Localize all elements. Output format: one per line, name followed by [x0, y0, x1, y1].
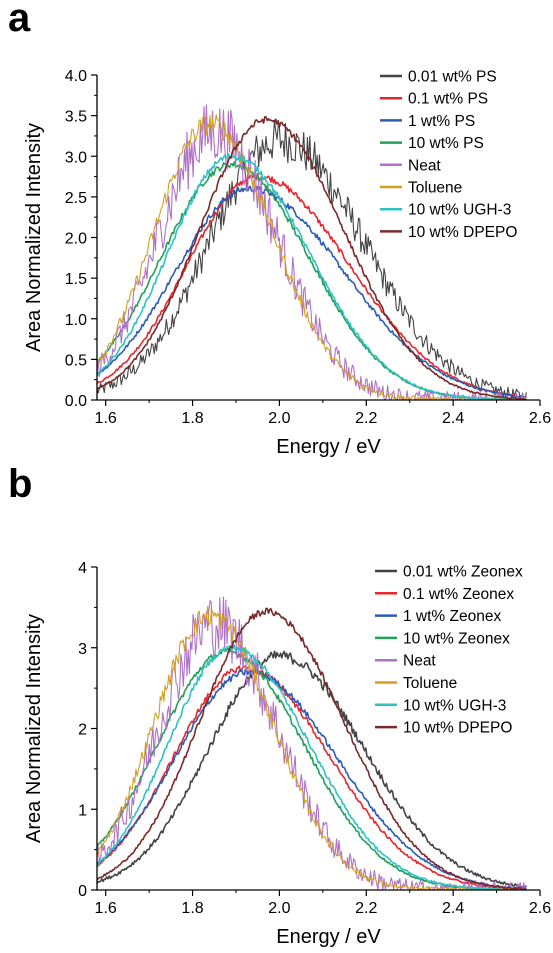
x-tick-label: 2.4 [442, 900, 464, 917]
panel-letter-a: a [8, 0, 31, 40]
legend-label: 10 wt% UGH-3 [403, 697, 506, 714]
x-tick-label: 2.2 [355, 900, 377, 917]
y-tick-label: 0.5 [65, 352, 87, 369]
series-line-0 [97, 119, 527, 400]
x-tick-label: 2.6 [529, 410, 551, 427]
x-tick-label: 1.8 [181, 900, 203, 917]
series-line-1 [97, 665, 527, 890]
series-line-3 [97, 648, 527, 890]
legend-label: 0.1 wt% PS [408, 91, 488, 108]
y-tick-label: 2.0 [65, 231, 87, 248]
legend-label: Neat [408, 157, 441, 174]
legend-label: 10 wt% Zeonex [403, 630, 510, 647]
legend-label: 10 wt% PS [408, 135, 484, 152]
series-line-1 [97, 172, 527, 399]
series-lines [97, 596, 528, 890]
series-line-3 [97, 161, 527, 400]
x-tick-label: 2.6 [529, 900, 551, 917]
y-tick-label: 4 [78, 560, 87, 577]
series-line-7 [97, 607, 527, 890]
chart-a: 1.6 1.8 2.0 2.2 2.4 2.6 0.0 0.5 1.0 1.5 2.0 2.5 3.0 3… [23, 68, 551, 458]
panel-letter-b: b [8, 462, 33, 506]
y-tick-label: 3.5 [65, 109, 87, 126]
legend-label: 10 wt% UGH-3 [408, 202, 511, 219]
y-tick-label: 0 [78, 883, 87, 900]
legend-label: 10 wt% DPEPO [403, 720, 512, 737]
y-tick-label: 3.0 [65, 149, 87, 166]
chart-b: 1.6 1.8 2.0 2.2 2.4 2.6 0 1 2 3 4 Energy / eV Area N… [23, 560, 551, 948]
legend-label: 1 wt% PS [408, 113, 475, 130]
y-axis-label: Area Normalized Intensity [23, 614, 45, 843]
legend-label: 0.1 wt% Zeonex [403, 586, 514, 603]
x-tick-label: 1.6 [95, 900, 117, 917]
legend-label: Toluene [408, 180, 462, 197]
series-line-0 [97, 650, 528, 889]
series-line-7 [97, 116, 527, 400]
y-tick-label: 0.0 [65, 393, 87, 410]
y-tick-label: 1.5 [65, 271, 87, 288]
x-tick-label: 1.8 [181, 410, 203, 427]
legend-label: Neat [403, 653, 436, 670]
series-line-2 [97, 185, 527, 399]
y-tick-label: 1.0 [65, 312, 87, 329]
x-axis-label: Energy / eV [276, 436, 381, 458]
x-tick-label: 2.0 [268, 900, 290, 917]
legend-label: 0.01 wt% Zeonex [403, 564, 523, 581]
series-line-5 [97, 605, 527, 890]
y-axis-label: Area Normalized Intensity [23, 123, 45, 352]
series-line-6 [97, 153, 527, 400]
x-tick-label: 2.2 [355, 410, 377, 427]
y-tick-label: 2 [78, 722, 87, 739]
series-line-5 [97, 114, 527, 400]
x-axis-label: Energy / eV [276, 926, 381, 948]
legend-label: Toluene [403, 675, 457, 692]
series-line-4 [97, 104, 527, 400]
y-tick-label: 2.5 [65, 190, 87, 207]
y-tick-label: 3 [78, 641, 87, 658]
x-tick-label: 2.0 [268, 410, 290, 427]
legend-label: 10 wt% DPEPO [408, 224, 517, 241]
series-lines [97, 104, 527, 400]
series-line-6 [97, 644, 527, 890]
legend-label: 0.01 wt% PS [408, 69, 497, 86]
x-tick-label: 1.6 [95, 410, 117, 427]
legend-label: 1 wt% Zeonex [403, 608, 501, 625]
y-tick-label: 1 [78, 802, 87, 819]
x-tick-label: 2.4 [442, 410, 464, 427]
y-tick-label: 4.0 [65, 68, 87, 85]
